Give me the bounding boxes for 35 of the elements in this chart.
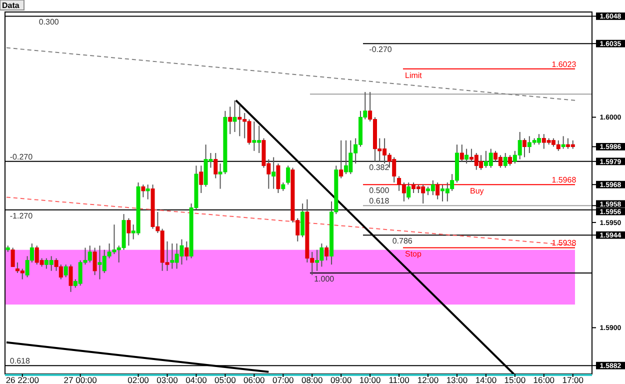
x-tick-label: 15:00	[504, 375, 526, 384]
ref-line-label: Limit	[405, 70, 423, 80]
x-tick-label: 10:00	[359, 375, 381, 384]
annotation: -0.270	[369, 45, 392, 54]
x-tick-label: 16:00	[533, 375, 555, 384]
x-tick-label: 02:00	[128, 375, 150, 384]
x-tick-label: 09:00	[330, 375, 352, 384]
annotation: 0.618	[369, 196, 390, 206]
ref-line-label: Buy	[470, 186, 484, 196]
annotation: 1.5968	[552, 176, 577, 185]
x-tick-label: 06:00	[244, 375, 266, 384]
annotation: 0.382	[369, 162, 390, 172]
x-tick-label: 27 00:00	[64, 375, 98, 384]
x-tick-label: 05:00	[214, 375, 236, 384]
x-tick-label: 12:00	[417, 375, 439, 384]
annotation: 1.000	[314, 274, 335, 284]
x-tick-label: 07:00	[272, 375, 294, 384]
chart-title: Data	[2, 1, 20, 10]
x-tick-label: 13:00	[446, 375, 468, 384]
annotation: 1.5938	[552, 238, 577, 248]
annotation: 0.500	[369, 186, 390, 196]
x-tick-label: 14:00	[475, 375, 497, 384]
x-tick-label: 08:00	[301, 375, 324, 384]
x-tick-label: 26 22:00	[6, 375, 40, 384]
annotation: -1.270	[10, 211, 34, 220]
x-tick-label: 11:00	[388, 375, 410, 384]
annotation: -0.270	[10, 152, 34, 162]
ref-line-label: Stop	[405, 250, 422, 259]
annotation: 0.786	[392, 236, 413, 246]
x-tick-label: 03:00	[156, 375, 178, 384]
x-tick-label: 04:00	[186, 375, 208, 384]
annotation: 0.618	[10, 356, 30, 366]
annotation: 1.6023	[552, 60, 577, 69]
x-tick-label: 17:00	[562, 375, 584, 384]
annotation: 0.300	[38, 18, 60, 27]
